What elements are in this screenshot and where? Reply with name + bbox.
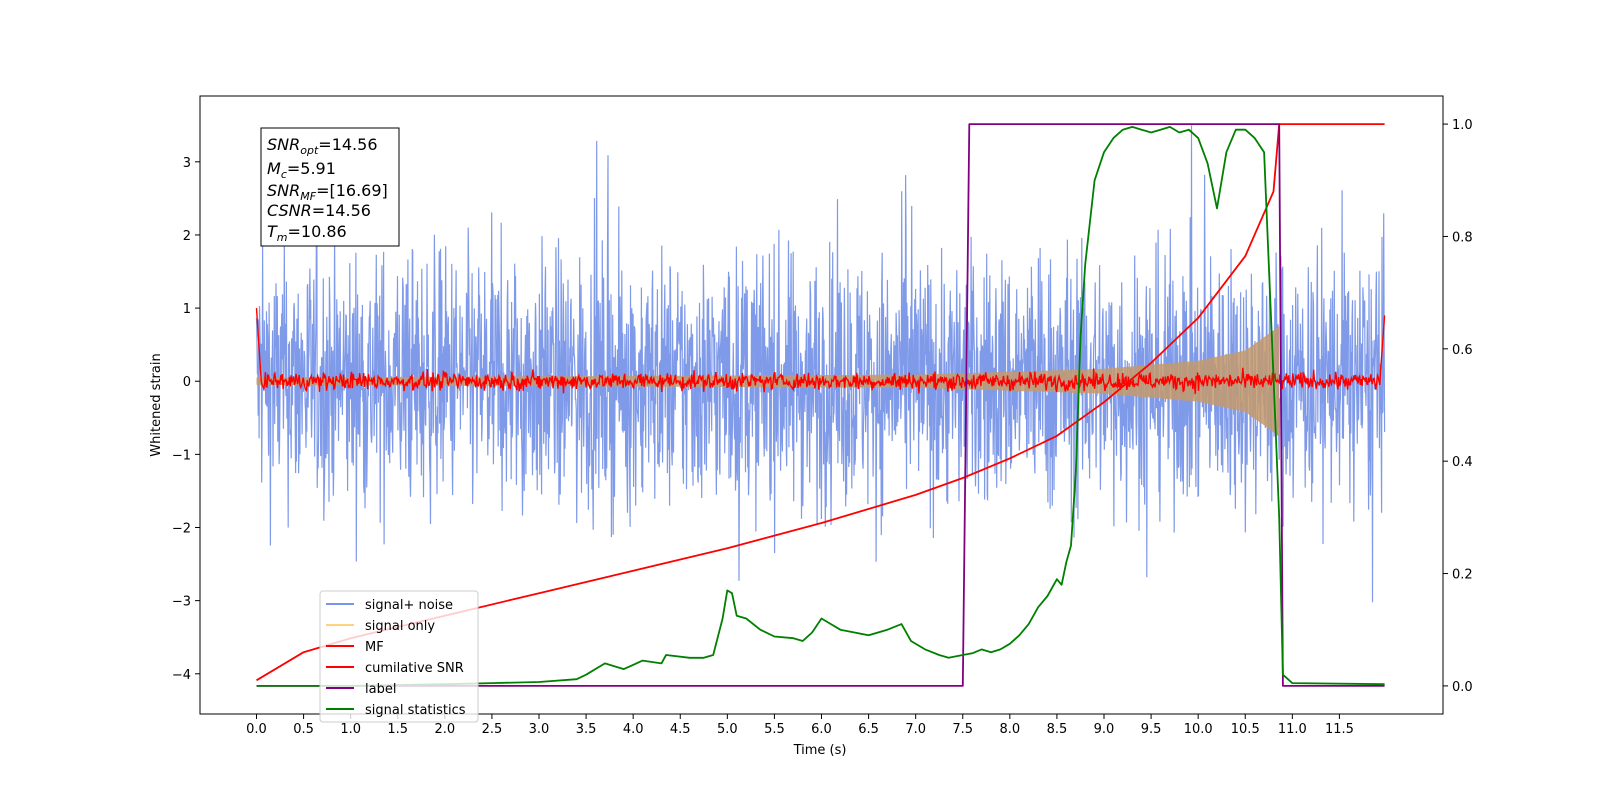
- y-tick-label: −1: [172, 448, 191, 463]
- legend-label: label: [365, 682, 396, 697]
- x-tick-label: 5.5: [764, 722, 785, 737]
- info-snr-opt: SNRopt=14.56: [267, 135, 378, 157]
- series-mf: [255, 308, 1386, 394]
- y-right-ticks: 1.0 0.8 0.6 0.4 0.2 0.0: [1443, 118, 1473, 695]
- x-tick-label: 3.0: [529, 722, 550, 737]
- x-tick-label: 2.5: [482, 722, 503, 737]
- x-tick-label: 4.5: [670, 722, 691, 737]
- y-right-tick-label: 0.2: [1452, 568, 1473, 583]
- y-tick-label: 2: [183, 229, 191, 244]
- x-tick-label: 1.5: [387, 722, 408, 737]
- info-snr-mf: SNRMF=[16.69]: [267, 181, 388, 203]
- legend-label: signal statistics: [365, 703, 466, 718]
- series-label: [256, 123, 1385, 687]
- x-ticks: 0.0 0.5 1.0 1.5 2.0 2.5 3.0 3.5 4.0 4.5 5.0 5.5 6.0 6…: [246, 714, 1354, 737]
- y-ticks: 3 2 1 0 −1 −2 −3 −4: [172, 156, 200, 683]
- x-tick-label: 9.0: [1094, 722, 1115, 737]
- x-tick-label: 11.5: [1325, 722, 1354, 737]
- info-tm: Tm=10.86: [267, 222, 347, 244]
- legend-label: cumilative SNR: [365, 661, 464, 676]
- x-tick-label: 1.0: [340, 722, 361, 737]
- y-tick-label: 1: [183, 302, 191, 317]
- x-tick-label: 11.0: [1278, 722, 1307, 737]
- x-tick-label: 3.5: [576, 722, 597, 737]
- x-tick-label: 5.0: [717, 722, 738, 737]
- info-mc: Mc=5.91: [267, 159, 336, 181]
- legend-label: signal only: [365, 619, 435, 634]
- y-tick-label: −3: [172, 595, 191, 610]
- x-tick-label: 7.5: [952, 722, 973, 737]
- x-tick-label: 8.5: [1047, 722, 1068, 737]
- x-tick-label: 0.5: [293, 722, 314, 737]
- x-tick-label: 8.0: [999, 722, 1020, 737]
- x-tick-label: 4.0: [623, 722, 644, 737]
- y-right-tick-label: 1.0: [1452, 118, 1473, 133]
- y-right-tick-label: 0.8: [1452, 230, 1473, 245]
- x-tick-label: 10.5: [1231, 722, 1260, 737]
- y-tick-label: 0: [183, 375, 191, 390]
- y-tick-label: −2: [172, 522, 191, 537]
- y-right-tick-label: 0.4: [1452, 455, 1473, 470]
- x-axis-label: Time (s): [793, 743, 847, 758]
- x-tick-label: 6.0: [811, 722, 832, 737]
- x-tick-label: 2.0: [434, 722, 455, 737]
- x-tick-label: 0.0: [246, 722, 267, 737]
- x-tick-label: 9.5: [1141, 722, 1162, 737]
- x-tick-label: 6.5: [858, 722, 879, 737]
- info-box: SNRopt=14.56 Mc=5.91 SNRMF=[16.69] CSNR=…: [260, 127, 400, 247]
- x-tick-label: 7.0: [905, 722, 926, 737]
- info-csnr: CSNR=14.56: [267, 201, 371, 220]
- legend: signal+ noise signal only MF cumilative SNR…: [319, 590, 479, 723]
- x-tick-label: 10.0: [1184, 722, 1213, 737]
- legend-label: signal+ noise: [365, 598, 453, 613]
- y-tick-label: 3: [183, 156, 191, 171]
- y-right-tick-label: 0.6: [1452, 343, 1473, 358]
- legend-label: MF: [365, 640, 384, 655]
- y-tick-label: −4: [172, 668, 191, 683]
- series-signal-statistics: [256, 126, 1385, 687]
- y-axis-label: Whitened strain: [149, 353, 164, 456]
- y-right-tick-label: 0.0: [1452, 680, 1473, 695]
